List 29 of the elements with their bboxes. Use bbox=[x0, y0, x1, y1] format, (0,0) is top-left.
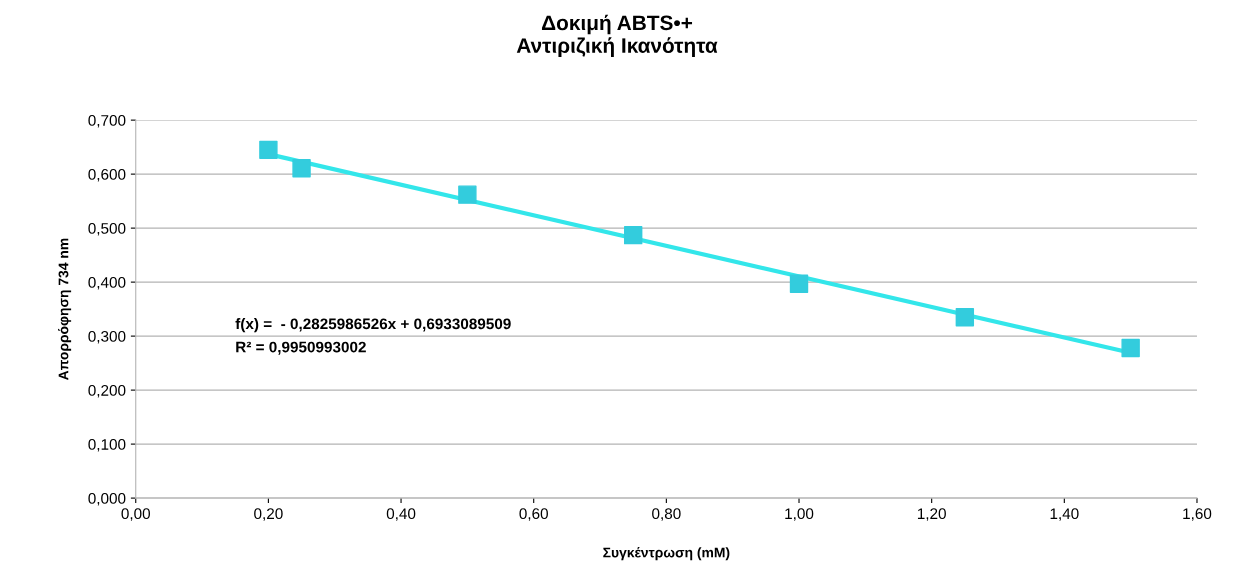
y-tick-label: 0,500 bbox=[88, 222, 126, 236]
point bbox=[458, 185, 477, 204]
y-tick-label: 0,200 bbox=[88, 384, 126, 398]
x-tick-label: 1,60 bbox=[1183, 508, 1212, 521]
point bbox=[789, 274, 809, 293]
point bbox=[259, 140, 278, 160]
annotation: f(x) = - 0,2825986526x + 0,6933089509 bbox=[235, 318, 511, 333]
chart-title: Δοκιμή ABTS•+ Αντιριζική Ικανότητα bbox=[516, 14, 718, 58]
x-tick-label: 0,80 bbox=[652, 508, 681, 521]
x-axis-title: Συγκέντρωση (mM) bbox=[603, 547, 730, 561]
x-tick-label: 0,20 bbox=[254, 508, 283, 521]
point bbox=[623, 225, 643, 245]
point bbox=[292, 158, 311, 178]
x-tick-label: 1,40 bbox=[1050, 508, 1079, 521]
x-tick-label: 0,00 bbox=[121, 508, 151, 521]
y-axis-title: Απορρόφηση 734 nm bbox=[58, 238, 72, 381]
y-tick-label: 0,400 bbox=[88, 276, 126, 290]
point bbox=[1121, 338, 1140, 358]
x-tick-label: 1,00 bbox=[785, 508, 814, 521]
y-tick-label: 0,100 bbox=[88, 438, 126, 452]
y-tick-label: 0,000 bbox=[88, 492, 126, 506]
point bbox=[955, 308, 975, 327]
x-tick-label: 0,40 bbox=[386, 508, 416, 521]
x-tick-label: 1,20 bbox=[917, 508, 946, 521]
y-tick-label: 0,600 bbox=[88, 168, 126, 182]
annotation: R² = 0,9950993002 bbox=[236, 341, 366, 355]
x-tick-label: 0,60 bbox=[519, 508, 548, 521]
y-tick-label: 0,700 bbox=[88, 115, 126, 128]
y-tick-label: 0,300 bbox=[88, 330, 126, 344]
